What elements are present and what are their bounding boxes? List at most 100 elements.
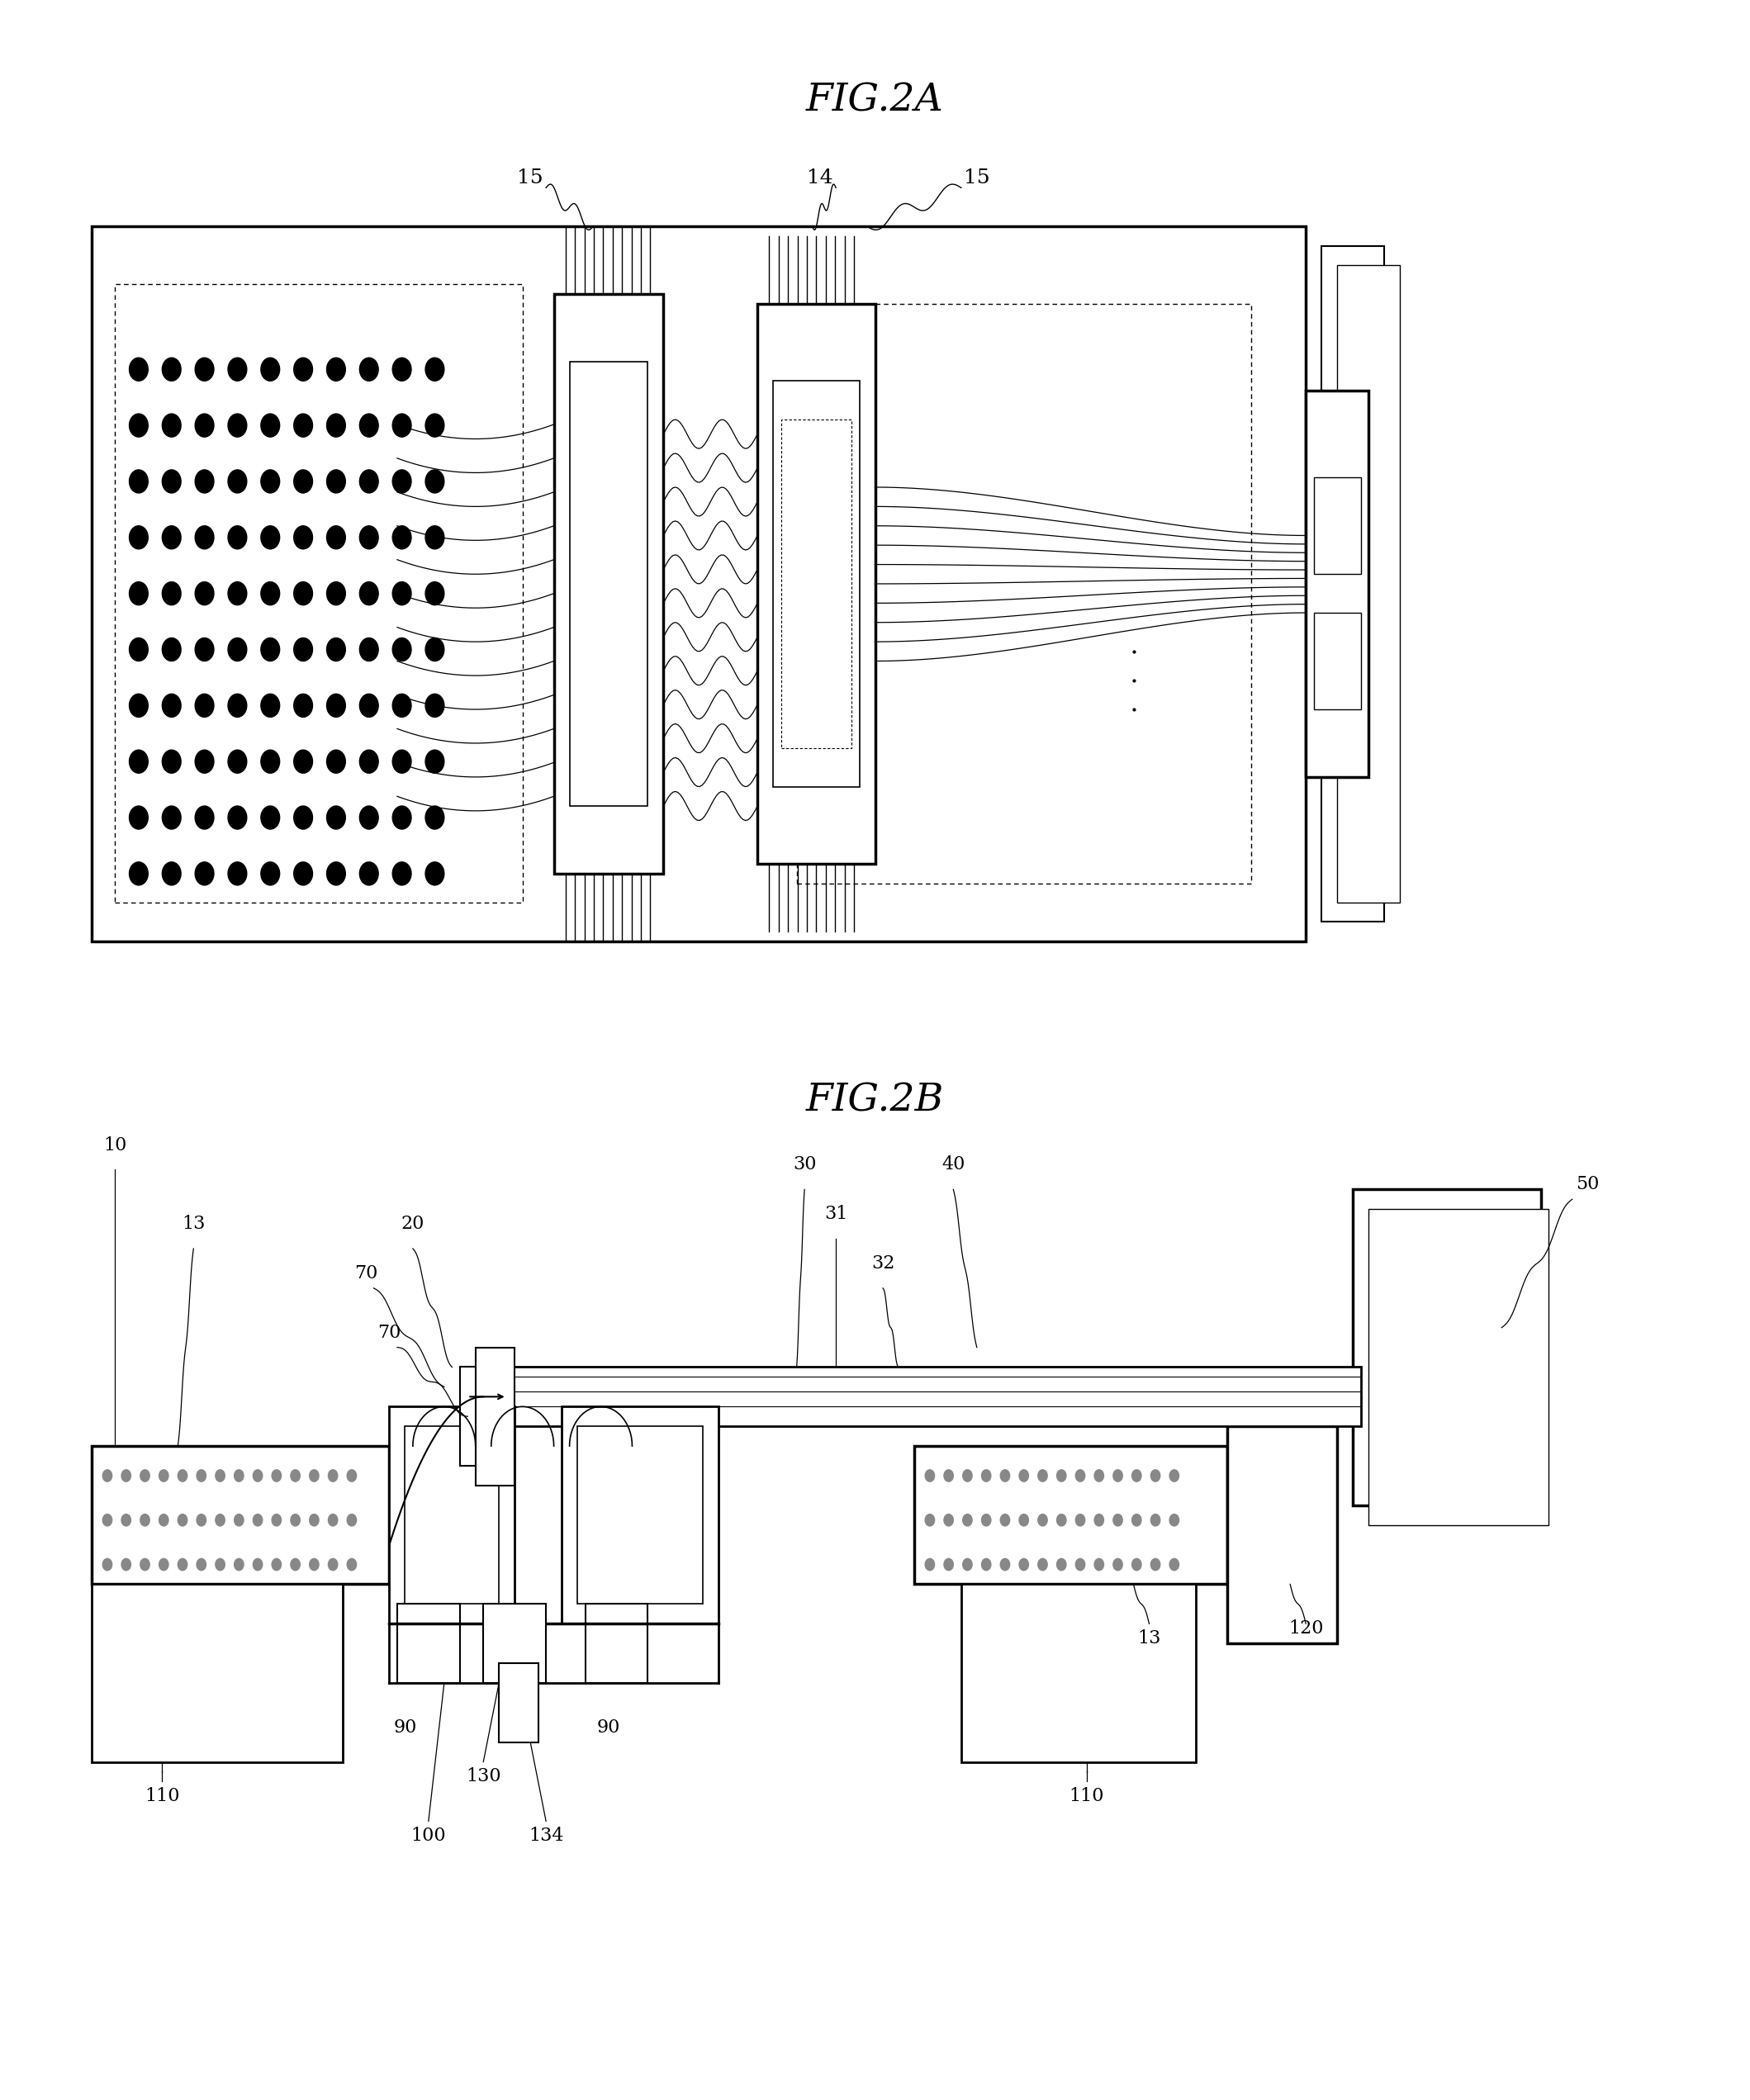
Circle shape bbox=[129, 750, 149, 773]
Circle shape bbox=[359, 582, 378, 605]
Circle shape bbox=[962, 1514, 973, 1527]
Circle shape bbox=[129, 525, 149, 548]
Circle shape bbox=[290, 1558, 299, 1571]
Circle shape bbox=[329, 1470, 338, 1483]
Circle shape bbox=[943, 1558, 954, 1571]
Text: 14: 14 bbox=[807, 168, 833, 187]
Circle shape bbox=[129, 470, 149, 494]
Circle shape bbox=[770, 1409, 775, 1415]
Bar bbox=[499, 1663, 539, 1743]
Circle shape bbox=[536, 1409, 541, 1415]
Circle shape bbox=[294, 525, 313, 548]
Bar bbox=[476, 1348, 514, 1485]
Circle shape bbox=[1076, 1470, 1085, 1483]
Circle shape bbox=[1152, 1470, 1160, 1483]
Circle shape bbox=[228, 582, 247, 605]
Circle shape bbox=[121, 1514, 131, 1527]
Circle shape bbox=[228, 750, 247, 773]
Circle shape bbox=[261, 693, 280, 716]
Circle shape bbox=[290, 1470, 299, 1483]
Circle shape bbox=[194, 582, 213, 605]
Bar bbox=[1321, 246, 1384, 922]
Circle shape bbox=[1178, 1409, 1183, 1415]
Circle shape bbox=[1115, 1409, 1120, 1415]
Circle shape bbox=[982, 1470, 990, 1483]
Bar bbox=[91, 1447, 388, 1583]
Circle shape bbox=[228, 470, 247, 494]
Text: FIG.2B: FIG.2B bbox=[807, 1082, 943, 1119]
Circle shape bbox=[129, 414, 149, 437]
Circle shape bbox=[1018, 1514, 1029, 1527]
Circle shape bbox=[926, 1514, 934, 1527]
Circle shape bbox=[392, 693, 411, 716]
Bar bbox=[388, 1407, 514, 1623]
Circle shape bbox=[1272, 1409, 1277, 1415]
Circle shape bbox=[163, 806, 180, 830]
Circle shape bbox=[194, 525, 213, 548]
Bar bbox=[91, 1583, 343, 1762]
Circle shape bbox=[327, 861, 345, 886]
Circle shape bbox=[359, 693, 378, 716]
Bar bbox=[1368, 1210, 1549, 1525]
Circle shape bbox=[194, 638, 213, 662]
Circle shape bbox=[943, 1470, 954, 1483]
Circle shape bbox=[228, 525, 247, 548]
Circle shape bbox=[990, 1409, 996, 1415]
Circle shape bbox=[196, 1514, 206, 1527]
Circle shape bbox=[261, 806, 280, 830]
Circle shape bbox=[786, 1409, 791, 1415]
Circle shape bbox=[159, 1558, 168, 1571]
Circle shape bbox=[254, 1470, 262, 1483]
Circle shape bbox=[261, 638, 280, 662]
Circle shape bbox=[163, 470, 180, 494]
Circle shape bbox=[425, 470, 444, 494]
Circle shape bbox=[359, 638, 378, 662]
Circle shape bbox=[140, 1514, 150, 1527]
Circle shape bbox=[504, 1409, 509, 1415]
Circle shape bbox=[488, 1409, 493, 1415]
Circle shape bbox=[261, 414, 280, 437]
Circle shape bbox=[140, 1470, 150, 1483]
Circle shape bbox=[598, 1409, 604, 1415]
Bar bbox=[569, 361, 648, 806]
Circle shape bbox=[1288, 1409, 1293, 1415]
Circle shape bbox=[103, 1558, 112, 1571]
Circle shape bbox=[1113, 1558, 1122, 1571]
Circle shape bbox=[1169, 1514, 1180, 1527]
Circle shape bbox=[1152, 1558, 1160, 1571]
Text: 30: 30 bbox=[793, 1155, 816, 1174]
Circle shape bbox=[261, 470, 280, 494]
Text: 32: 32 bbox=[871, 1254, 894, 1273]
Circle shape bbox=[425, 861, 444, 886]
Circle shape bbox=[359, 414, 378, 437]
Circle shape bbox=[392, 750, 411, 773]
Circle shape bbox=[329, 1514, 338, 1527]
Circle shape bbox=[425, 414, 444, 437]
Circle shape bbox=[975, 1409, 980, 1415]
Circle shape bbox=[754, 1409, 759, 1415]
Circle shape bbox=[271, 1470, 282, 1483]
Circle shape bbox=[802, 1409, 807, 1415]
Circle shape bbox=[1057, 1558, 1066, 1571]
Circle shape bbox=[129, 693, 149, 716]
Circle shape bbox=[163, 861, 180, 886]
Circle shape bbox=[583, 1409, 588, 1415]
Text: 70: 70 bbox=[354, 1264, 378, 1283]
Circle shape bbox=[691, 1409, 698, 1415]
Circle shape bbox=[294, 582, 313, 605]
Circle shape bbox=[1209, 1409, 1214, 1415]
Circle shape bbox=[1038, 1514, 1046, 1527]
Circle shape bbox=[346, 1470, 357, 1483]
Circle shape bbox=[234, 1558, 243, 1571]
Bar bbox=[758, 304, 875, 863]
Circle shape bbox=[1256, 1409, 1262, 1415]
Circle shape bbox=[1225, 1409, 1230, 1415]
Circle shape bbox=[425, 750, 444, 773]
Text: 134: 134 bbox=[528, 1827, 564, 1846]
Circle shape bbox=[1018, 1558, 1029, 1571]
Circle shape bbox=[425, 582, 444, 605]
Circle shape bbox=[194, 750, 213, 773]
Circle shape bbox=[926, 1470, 934, 1483]
Circle shape bbox=[392, 861, 411, 886]
Text: 130: 130 bbox=[466, 1768, 500, 1785]
